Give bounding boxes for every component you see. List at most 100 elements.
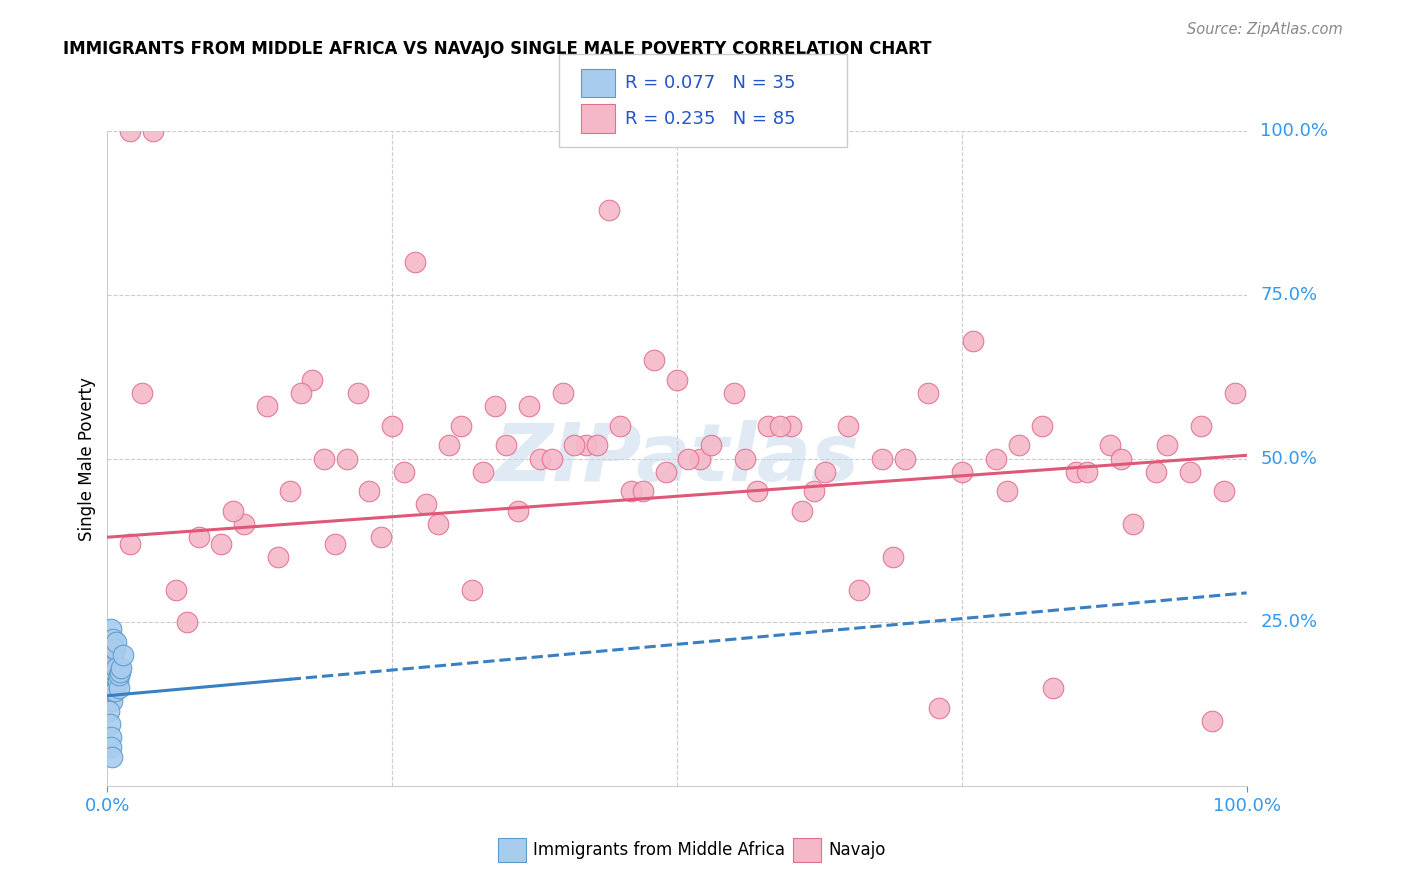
Text: R = 0.235   N = 85: R = 0.235 N = 85 xyxy=(624,110,796,128)
Point xyxy=(209,537,232,551)
Point xyxy=(98,671,121,685)
Point xyxy=(745,484,768,499)
Point xyxy=(586,438,609,452)
Point xyxy=(540,451,562,466)
Point xyxy=(1144,465,1167,479)
Point xyxy=(1064,465,1087,479)
Point xyxy=(768,418,790,433)
Point xyxy=(100,669,122,683)
Text: 100.0%: 100.0% xyxy=(1260,122,1329,140)
Point xyxy=(700,438,723,452)
Point xyxy=(997,484,1019,499)
Point xyxy=(666,373,689,387)
Point xyxy=(472,465,495,479)
Point xyxy=(100,635,122,649)
Point xyxy=(734,451,756,466)
Point xyxy=(256,399,278,413)
Point xyxy=(461,582,484,597)
Point xyxy=(1201,714,1223,728)
Point xyxy=(100,682,122,697)
Point xyxy=(792,504,814,518)
Point xyxy=(97,677,120,691)
Point xyxy=(631,484,654,499)
Point xyxy=(426,517,449,532)
Point xyxy=(101,694,124,708)
Point xyxy=(837,418,859,433)
Point xyxy=(437,438,460,452)
Point xyxy=(1076,465,1098,479)
Point xyxy=(1031,418,1053,433)
Point xyxy=(609,418,631,433)
Point xyxy=(301,373,323,387)
Point xyxy=(1122,517,1144,532)
Point xyxy=(101,684,124,698)
Point xyxy=(131,386,153,401)
Point xyxy=(347,386,370,401)
Point xyxy=(104,641,127,656)
Point xyxy=(1225,386,1247,401)
Point xyxy=(381,418,404,433)
Point xyxy=(1042,681,1064,695)
Point xyxy=(392,465,415,479)
Text: Navajo: Navajo xyxy=(828,841,886,859)
Point xyxy=(404,255,426,269)
Point xyxy=(323,537,346,551)
Point xyxy=(643,353,665,368)
Y-axis label: Single Male Poverty: Single Male Poverty xyxy=(79,376,96,541)
Text: Immigrants from Middle Africa: Immigrants from Middle Africa xyxy=(533,841,785,859)
Point xyxy=(1098,438,1121,452)
Text: Source: ZipAtlas.com: Source: ZipAtlas.com xyxy=(1187,22,1343,37)
Point xyxy=(1008,438,1031,452)
Point xyxy=(103,667,125,681)
Point xyxy=(370,530,392,544)
Point xyxy=(101,655,124,669)
Point xyxy=(450,418,472,433)
Point xyxy=(120,537,142,551)
Point xyxy=(176,615,198,630)
Point xyxy=(506,504,529,518)
Point xyxy=(98,648,121,662)
Point xyxy=(222,504,245,518)
Point xyxy=(928,700,950,714)
Point xyxy=(1111,451,1133,466)
Point xyxy=(101,667,124,681)
Point xyxy=(100,730,122,744)
Point xyxy=(100,622,122,636)
Point xyxy=(142,124,165,138)
Text: IMMIGRANTS FROM MIDDLE AFRICA VS NAVAJO SINGLE MALE POVERTY CORRELATION CHART: IMMIGRANTS FROM MIDDLE AFRICA VS NAVAJO … xyxy=(63,40,932,58)
Point xyxy=(517,399,540,413)
Point xyxy=(598,202,620,217)
Point xyxy=(101,638,124,652)
Text: ZIPatlas: ZIPatlas xyxy=(495,419,859,498)
Point xyxy=(105,661,128,675)
Point xyxy=(101,674,124,689)
Point xyxy=(870,451,893,466)
Point xyxy=(101,651,124,665)
Point xyxy=(654,465,676,479)
Point xyxy=(107,681,129,695)
Point xyxy=(1178,465,1201,479)
Point xyxy=(495,438,517,452)
Point xyxy=(564,438,586,452)
Point xyxy=(529,451,551,466)
Point xyxy=(1189,418,1212,433)
Point xyxy=(848,582,870,597)
Point xyxy=(107,674,129,689)
Point xyxy=(678,451,700,466)
Point xyxy=(120,124,142,138)
Point xyxy=(267,549,290,564)
Point xyxy=(780,418,803,433)
Point xyxy=(104,665,127,679)
Point xyxy=(1156,438,1178,452)
Point xyxy=(312,451,335,466)
Point xyxy=(98,717,121,731)
Point xyxy=(101,632,124,646)
Text: R = 0.077   N = 35: R = 0.077 N = 35 xyxy=(624,74,796,92)
Point xyxy=(103,677,125,691)
Point xyxy=(984,451,1007,466)
Text: 50.0%: 50.0% xyxy=(1260,450,1317,467)
Point xyxy=(101,749,124,764)
Point xyxy=(104,684,127,698)
Point xyxy=(187,530,209,544)
Point xyxy=(882,549,904,564)
